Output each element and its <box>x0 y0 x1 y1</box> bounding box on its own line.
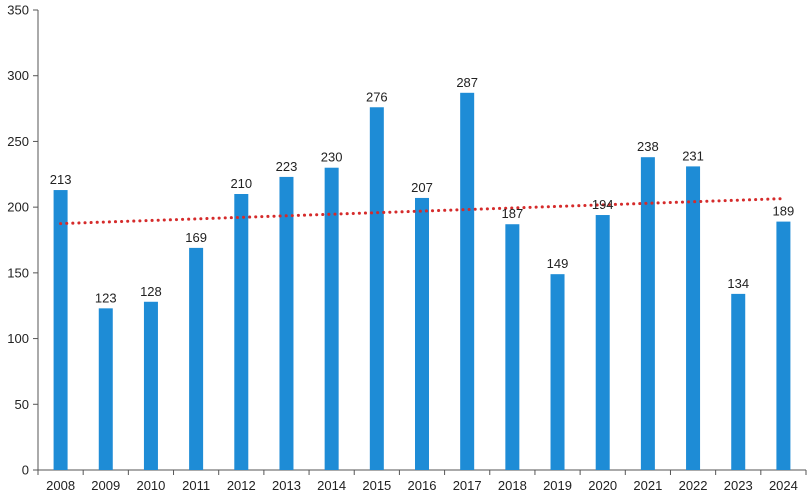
bar-2014 <box>324 167 339 470</box>
y-tick-label: 300 <box>7 68 29 83</box>
y-tick-label: 150 <box>7 265 29 280</box>
x-tick-label: 2014 <box>317 478 346 493</box>
bar-2012 <box>234 194 249 470</box>
x-tick-label: 2015 <box>362 478 391 493</box>
bar-2019 <box>550 274 565 470</box>
data-label: 230 <box>321 150 343 165</box>
axes: 0 50 100 150 200 250 300 350 2008 2009 2010 2011 201… <box>7 3 807 493</box>
x-tick-label: 2021 <box>633 478 662 493</box>
x-tick-label: 2023 <box>724 478 753 493</box>
data-label: 223 <box>276 159 298 174</box>
bar-2022 <box>686 166 701 470</box>
data-label: 238 <box>637 139 659 154</box>
data-label: 134 <box>727 276 749 291</box>
y-tick-label: 250 <box>7 134 29 149</box>
x-tick-label: 2010 <box>136 478 165 493</box>
bar-2020 <box>595 215 610 470</box>
data-label: 169 <box>185 230 207 245</box>
y-tick-label: 100 <box>7 331 29 346</box>
trendline <box>59 197 785 226</box>
x-tick-label: 2024 <box>769 478 798 493</box>
data-label: 207 <box>411 180 433 195</box>
bar-2018 <box>505 224 520 470</box>
data-label: 276 <box>366 89 388 104</box>
data-label: 187 <box>502 206 524 221</box>
data-label: 123 <box>95 290 117 305</box>
y-tick-label: 50 <box>15 397 29 412</box>
data-label: 149 <box>547 256 569 271</box>
data-label: 194 <box>592 197 614 212</box>
data-labels: 213 123 128 169 210 223 230 276 207 287 187 149 194 2… <box>50 75 795 306</box>
x-tick-label: 2011 <box>182 478 210 493</box>
x-tick-label: 2017 <box>453 478 482 493</box>
bar-2016 <box>415 197 429 470</box>
bar-2008 <box>53 190 68 471</box>
bar-2021 <box>640 157 655 470</box>
x-tick-label: 2022 <box>679 478 708 493</box>
x-tick-label: 2020 <box>588 478 617 493</box>
y-tick-label: 200 <box>7 200 29 215</box>
bar-2015 <box>369 107 384 470</box>
bar-2009 <box>98 308 113 470</box>
x-tick-label: 2019 <box>543 478 572 493</box>
data-label: 210 <box>230 176 252 191</box>
y-tick-label: 350 <box>7 3 29 18</box>
y-tick-label: 0 <box>22 463 29 478</box>
data-label: 287 <box>456 75 478 90</box>
x-tick-label: 2016 <box>408 478 437 493</box>
data-label: 231 <box>682 148 704 163</box>
trendline-group <box>59 197 785 226</box>
data-label: 213 <box>50 172 72 187</box>
x-tick-label: 2008 <box>46 478 75 493</box>
bar-2011 <box>189 247 204 470</box>
x-tick-label: 2012 <box>227 478 256 493</box>
x-tick-label: 2009 <box>91 478 120 493</box>
x-tick-label: 2018 <box>498 478 527 493</box>
x-tick-label: 2013 <box>272 478 301 493</box>
bar-2017 <box>460 92 475 471</box>
bar-2023 <box>731 293 746 470</box>
bars <box>53 92 791 471</box>
data-label: 128 <box>140 284 162 299</box>
bar-2013 <box>279 176 294 470</box>
bar-2024 <box>776 221 791 470</box>
bar-2010 <box>143 301 158 470</box>
data-label: 189 <box>773 204 795 219</box>
